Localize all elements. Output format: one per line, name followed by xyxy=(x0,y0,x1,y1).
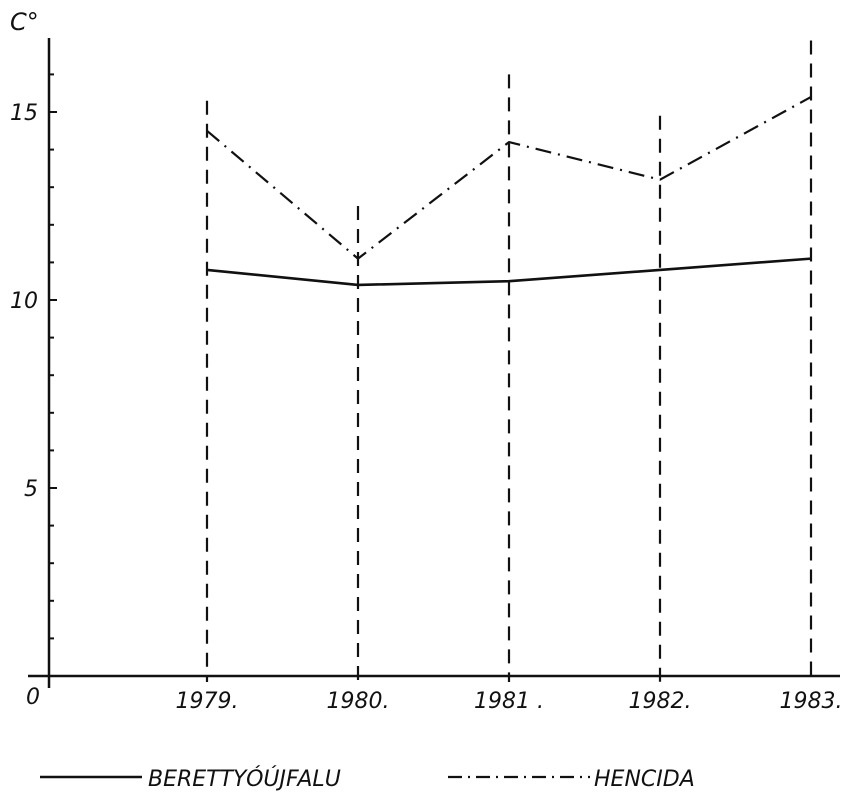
origin-label: 0 xyxy=(26,685,40,710)
legend-label-hencida: HENCIDA xyxy=(594,767,695,792)
series-lines xyxy=(206,95,812,287)
x-tick-labels: 1979. 1980. 1981 . 1982. 1983. xyxy=(176,689,843,714)
y-tick-label: 5 xyxy=(24,477,38,502)
x-tick-label: 1983. xyxy=(780,689,843,714)
x-tick-label: 1981 . xyxy=(474,689,544,714)
x-tick-label: 1982. xyxy=(629,689,692,714)
x-tick-label: 1979. xyxy=(176,689,239,714)
y-tick-label: 15 xyxy=(10,101,38,126)
x-tick-label: 1980. xyxy=(327,689,390,714)
y-tick-label: 10 xyxy=(10,289,38,314)
legend: BERETTYÓÚJFALU HENCIDA xyxy=(40,766,695,792)
y-tick-marks: 5 10 15 xyxy=(10,73,57,640)
legend-label-berettyoujfalu: BERETTYÓÚJFALU xyxy=(148,766,341,792)
y-axis-unit-label: C° xyxy=(10,8,39,36)
year-guide-lines xyxy=(205,40,813,682)
